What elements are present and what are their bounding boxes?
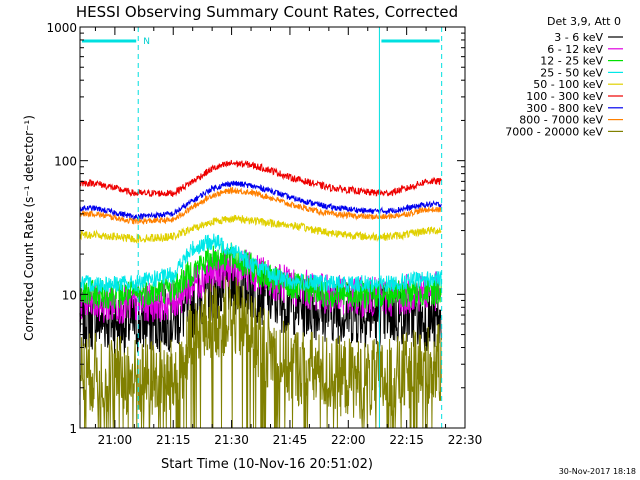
legend-label: 7000 - 20000 keV xyxy=(505,125,603,138)
y-tick-label: 1000 xyxy=(46,21,77,35)
timestamp: 30-Nov-2017 18:18 xyxy=(559,467,636,476)
y-axis-label: Corrected Count Rate (s⁻¹ detector⁻¹) xyxy=(22,115,36,341)
x-axis-label: Start Time (10-Nov-16 20:51:02) xyxy=(161,457,373,472)
x-tick-label: 21:15 xyxy=(156,433,191,447)
legend-label: 12 - 25 keV xyxy=(540,55,603,68)
x-tick-label: 21:45 xyxy=(273,433,308,447)
y-tick-label: 100 xyxy=(54,155,77,169)
x-axis: 21:00 21:15 21:30 21:45 22:00 22:15 22:30 xyxy=(94,27,483,447)
series-line-300-800-kev xyxy=(79,180,442,220)
plot-frame xyxy=(79,26,466,429)
x-tick-label: 21:30 xyxy=(214,433,249,447)
legend-label: 3 - 6 keV xyxy=(554,31,603,44)
legend-label: 300 - 800 keV xyxy=(526,102,603,115)
y-axis: 1 10 100 1000 xyxy=(46,21,465,436)
series-line-800-7000-kev xyxy=(79,186,442,225)
legend-label: 800 - 7000 keV xyxy=(519,114,603,127)
series-layer xyxy=(79,159,442,429)
y-tick-label: 1 xyxy=(69,422,77,436)
legend-label: 50 - 100 keV xyxy=(533,78,603,91)
legend-label: 25 - 50 keV xyxy=(540,66,603,79)
y-tick-label: 10 xyxy=(62,288,77,302)
x-tick-label: 22:15 xyxy=(389,433,424,447)
series-line-7000-20000-kev xyxy=(79,276,442,429)
x-tick-label: 22:30 xyxy=(448,433,483,447)
series-line-100-300-kev xyxy=(79,159,442,198)
x-tick-label: 21:00 xyxy=(98,433,133,447)
series-line-12-25-kev xyxy=(79,242,442,309)
legend-label: 6 - 12 keV xyxy=(547,43,603,56)
night-marker: N xyxy=(143,37,150,47)
x-tick-label: 22:00 xyxy=(331,433,366,447)
series-line-50-100-kev xyxy=(79,214,442,244)
series-line-25-50-kev xyxy=(79,233,442,293)
legend-title: Det 3,9, Att 0 xyxy=(547,15,621,28)
legend-label: 100 - 300 keV xyxy=(526,90,603,103)
chart-title: HESSI Observing Summary Count Rates, Cor… xyxy=(76,3,458,21)
